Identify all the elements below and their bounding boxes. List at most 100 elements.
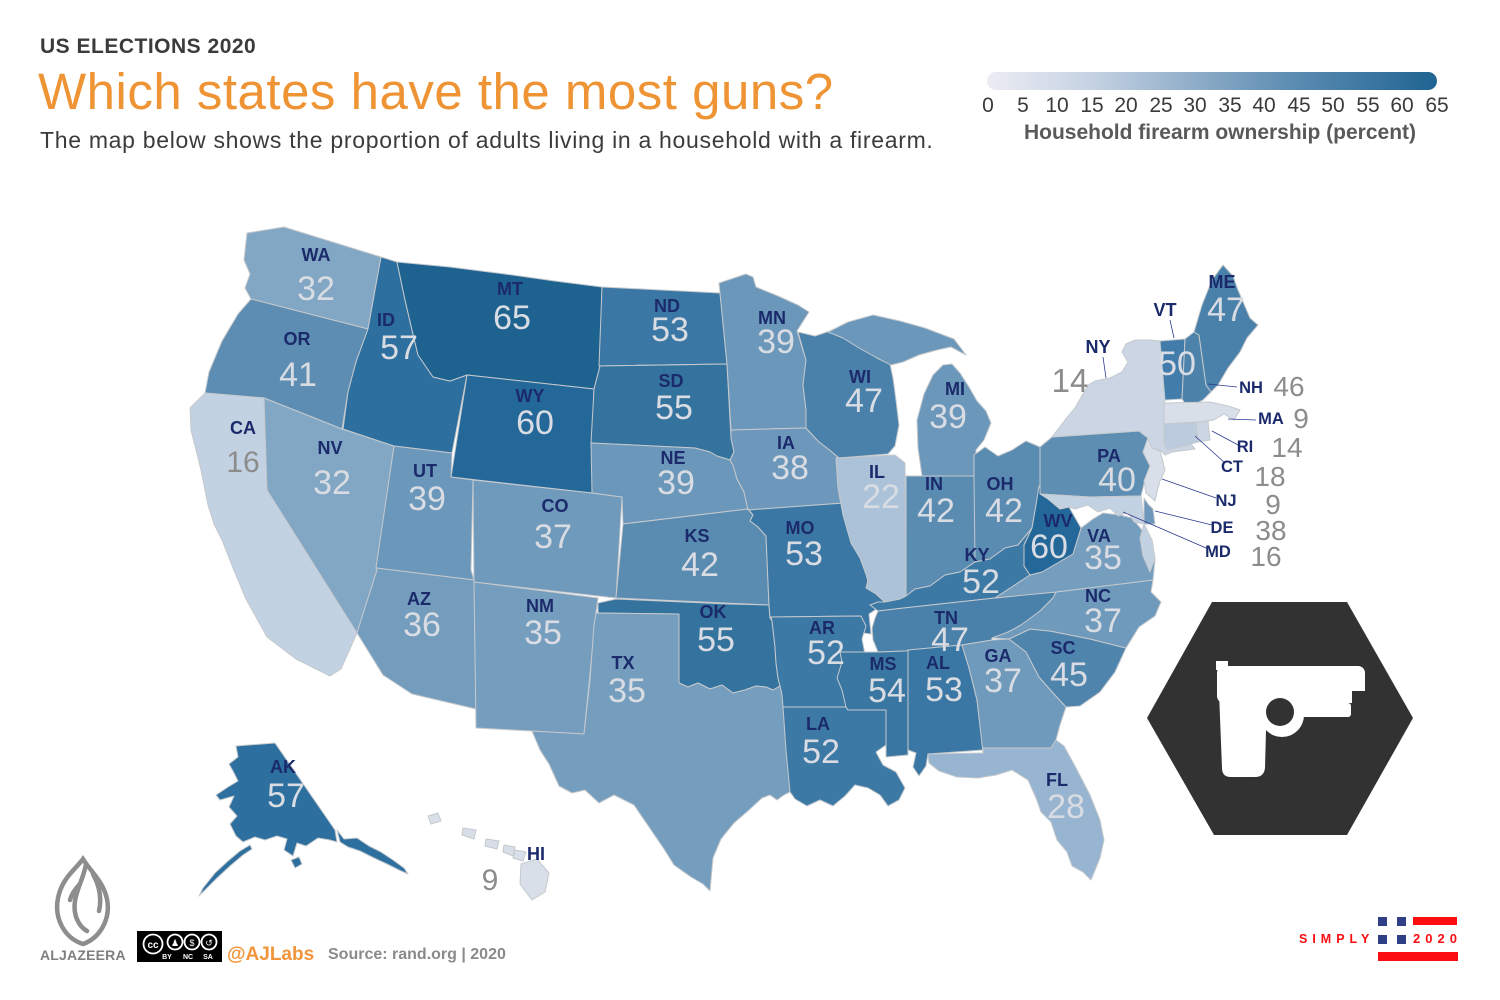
svg-text:9: 9 xyxy=(1265,489,1281,520)
svg-text:MS: MS xyxy=(870,654,897,674)
svg-text:42: 42 xyxy=(917,492,955,530)
svg-text:NC: NC xyxy=(1085,586,1111,606)
svg-text:Household firearm ownership (p: Household firearm ownership (percent) xyxy=(1024,121,1416,144)
svg-text:47: 47 xyxy=(931,621,969,659)
svg-text:16: 16 xyxy=(226,446,259,479)
svg-text:NY: NY xyxy=(1085,337,1110,357)
svg-text:37: 37 xyxy=(984,662,1022,700)
svg-text:30: 30 xyxy=(1183,94,1206,117)
svg-text:WA: WA xyxy=(302,245,331,265)
svg-text:MO: MO xyxy=(786,518,815,538)
svg-text:52: 52 xyxy=(807,634,845,672)
svg-text:16: 16 xyxy=(1250,541,1281,572)
svg-text:32: 32 xyxy=(313,464,351,502)
svg-text:5: 5 xyxy=(1017,94,1029,117)
svg-text:55: 55 xyxy=(1356,94,1379,117)
svg-text:@AJLabs: @AJLabs xyxy=(227,944,314,965)
svg-text:Source: rand.org | 2020: Source: rand.org | 2020 xyxy=(328,946,506,963)
svg-text:65: 65 xyxy=(493,299,531,337)
svg-text:41: 41 xyxy=(279,356,317,394)
svg-text:60: 60 xyxy=(1390,94,1413,117)
svg-text:VT: VT xyxy=(1153,300,1176,320)
svg-text:25: 25 xyxy=(1149,94,1172,117)
svg-text:NJ: NJ xyxy=(1215,492,1236,510)
svg-text:18: 18 xyxy=(1254,461,1285,492)
svg-text:TN: TN xyxy=(934,608,958,628)
svg-text:MT: MT xyxy=(497,279,523,299)
svg-text:NV: NV xyxy=(317,438,342,458)
svg-text:HI: HI xyxy=(527,844,545,864)
svg-text:↺: ↺ xyxy=(205,938,213,948)
svg-text:$: $ xyxy=(189,938,194,948)
svg-text:NM: NM xyxy=(526,596,554,616)
svg-text:CO: CO xyxy=(542,496,569,516)
svg-text:The map below shows the propor: The map below shows the proportion of ad… xyxy=(40,127,934,153)
svg-text:BY: BY xyxy=(162,954,172,961)
svg-text:PA: PA xyxy=(1097,446,1121,466)
svg-text:35: 35 xyxy=(524,614,562,652)
svg-text:39: 39 xyxy=(657,464,695,502)
svg-text:RI: RI xyxy=(1237,438,1254,456)
svg-text:65: 65 xyxy=(1425,94,1448,117)
svg-text:GA: GA xyxy=(985,646,1012,666)
svg-text:9: 9 xyxy=(482,864,499,897)
svg-text:14: 14 xyxy=(1052,362,1089,399)
svg-text:14: 14 xyxy=(1271,432,1302,463)
svg-text:39: 39 xyxy=(757,323,795,361)
svg-text:55: 55 xyxy=(697,621,735,659)
svg-text:ID: ID xyxy=(377,310,395,330)
svg-text:39: 39 xyxy=(929,398,967,436)
svg-text:SIMPLY: SIMPLY xyxy=(1299,932,1374,946)
svg-text:FL: FL xyxy=(1046,770,1068,790)
svg-text:40: 40 xyxy=(1098,461,1136,499)
svg-text:38: 38 xyxy=(771,449,809,487)
svg-text:60: 60 xyxy=(1030,528,1068,566)
svg-text:AL: AL xyxy=(926,653,950,673)
svg-text:54: 54 xyxy=(868,672,906,710)
svg-text:SA: SA xyxy=(203,954,213,961)
svg-text:US ELECTIONS 2020: US ELECTIONS 2020 xyxy=(40,35,256,58)
svg-text:42: 42 xyxy=(681,546,719,584)
svg-text:32: 32 xyxy=(297,270,335,308)
svg-text:37: 37 xyxy=(534,518,572,556)
svg-text:UT: UT xyxy=(413,461,437,481)
svg-text:57: 57 xyxy=(380,329,418,367)
svg-text:IN: IN xyxy=(925,474,943,494)
svg-text:AZ: AZ xyxy=(407,589,431,609)
svg-text:♟: ♟ xyxy=(171,938,179,948)
svg-text:55: 55 xyxy=(655,389,693,427)
svg-text:60: 60 xyxy=(516,404,554,442)
svg-text:35: 35 xyxy=(608,672,646,710)
svg-text:KY: KY xyxy=(964,545,989,565)
svg-text:LA: LA xyxy=(806,714,830,734)
svg-text:NC: NC xyxy=(183,954,193,961)
svg-text:ME: ME xyxy=(1209,272,1236,292)
svg-text:39: 39 xyxy=(408,480,446,518)
svg-text:ND: ND xyxy=(654,296,680,316)
svg-text:46: 46 xyxy=(1273,371,1304,402)
svg-text:AK: AK xyxy=(270,757,296,777)
svg-text:50: 50 xyxy=(1321,94,1344,117)
svg-text:36: 36 xyxy=(403,606,441,644)
svg-text:CA: CA xyxy=(230,418,256,438)
svg-text:42: 42 xyxy=(985,492,1023,530)
svg-text:SD: SD xyxy=(658,371,683,391)
svg-text:IA: IA xyxy=(777,433,795,453)
svg-text:37: 37 xyxy=(1084,602,1122,640)
svg-text:MI: MI xyxy=(945,379,965,399)
svg-text:47: 47 xyxy=(845,382,883,420)
svg-text:50: 50 xyxy=(1158,345,1196,383)
svg-text:38: 38 xyxy=(1255,515,1286,546)
svg-text:AR: AR xyxy=(809,618,835,638)
svg-text:35: 35 xyxy=(1084,539,1122,577)
svg-text:CT: CT xyxy=(1221,458,1243,476)
svg-text:0: 0 xyxy=(982,94,994,117)
svg-text:52: 52 xyxy=(802,733,840,771)
svg-text:DE: DE xyxy=(1211,519,1234,537)
svg-text:KS: KS xyxy=(684,526,709,546)
svg-text:53: 53 xyxy=(651,311,689,349)
svg-text:53: 53 xyxy=(925,671,963,709)
svg-text:WI: WI xyxy=(849,367,871,387)
svg-text:10: 10 xyxy=(1045,94,1068,117)
svg-text:WV: WV xyxy=(1044,511,1073,531)
